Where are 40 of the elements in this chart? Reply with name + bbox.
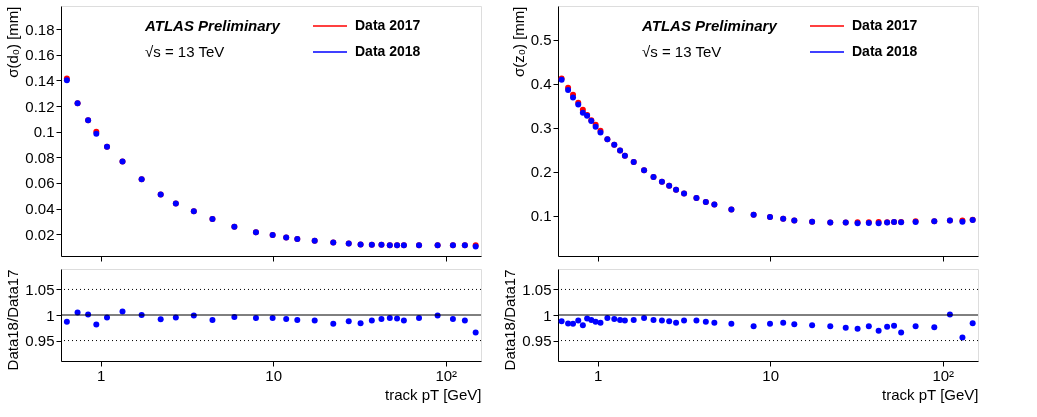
x-tick-label: 1 <box>593 366 603 384</box>
y-tick-label: 0.3 <box>530 119 552 137</box>
y-tick-label: 0.2 <box>530 163 552 181</box>
y-tick-label: 0.5 <box>530 31 552 49</box>
y-tick-label: 0.1 <box>530 207 552 225</box>
y-tick-label: 0.16 <box>25 46 55 64</box>
y-tick-label: 0.08 <box>25 148 55 166</box>
legend-label: Data 2017 <box>355 17 421 33</box>
y-tick-label: 1.05 <box>25 280 55 298</box>
y-tick-label: 0.04 <box>25 200 55 218</box>
annotation: ATLAS Preliminary <box>641 17 778 34</box>
y-tick-label: 1 <box>543 306 552 324</box>
y-tick-label: 0.18 <box>25 20 55 38</box>
x-tick-label: 10² <box>435 366 458 384</box>
y-axis-title: Data18/Data17 <box>4 269 22 371</box>
annotation: ATLAS Preliminary <box>144 17 281 34</box>
y-axis-title: Data18/Data17 <box>501 269 519 371</box>
y-tick-label: 0.1 <box>33 123 55 141</box>
legend-label: Data 2018 <box>355 43 421 59</box>
y-axis-title: σ(d₀) [mm] <box>4 6 22 78</box>
y-tick-label: 1.05 <box>522 280 552 298</box>
legend-label: Data 2018 <box>852 43 918 59</box>
annotation: √s = 13 TeV <box>642 43 722 60</box>
y-tick-label: 1 <box>46 306 55 324</box>
x-axis-title: track pT [GeV] <box>385 385 482 403</box>
y-tick-label: 0.06 <box>25 174 55 192</box>
annotation: √s = 13 TeV <box>145 43 225 60</box>
y-tick-label: 0.95 <box>25 332 55 350</box>
y-tick-label: 0.4 <box>530 75 552 93</box>
legend-label: Data 2017 <box>852 17 918 33</box>
x-tick-label: 10 <box>265 366 282 384</box>
x-tick-label: 10 <box>762 366 779 384</box>
y-tick-label: 0.12 <box>25 97 55 115</box>
y-axis-title: σ(z₀) [mm] <box>509 6 527 77</box>
x-axis-title: track pT [GeV] <box>882 385 979 403</box>
y-tick-label: 0.14 <box>25 71 55 89</box>
y-tick-label: 0.95 <box>522 332 552 350</box>
y-tick-label: 0.02 <box>25 225 55 243</box>
x-tick-label: 10² <box>932 366 955 384</box>
x-tick-label: 1 <box>96 366 106 384</box>
